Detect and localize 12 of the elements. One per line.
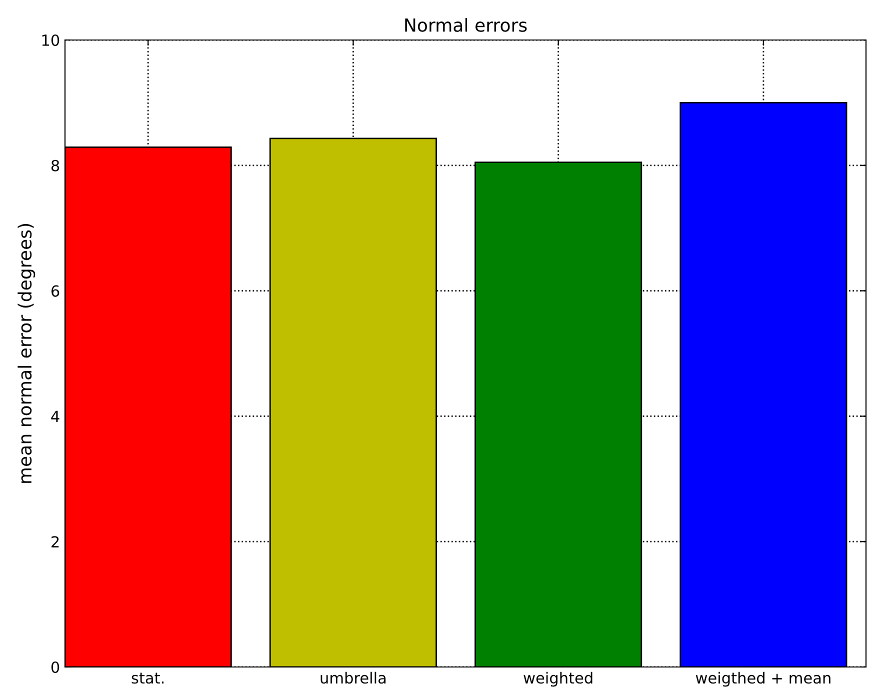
- y-tick-label: 2: [52, 536, 59, 548]
- x-tick-label: umbrella: [320, 672, 386, 684]
- y-tick-label: 4: [51, 410, 60, 422]
- y-tick-label: 8: [51, 160, 60, 172]
- y-tick-label: 10: [42, 34, 60, 46]
- y-tick-label: 0: [51, 661, 60, 674]
- chart-title: Normal errors: [405, 18, 527, 32]
- y-axis-title: mean normal error (degrees): [18, 224, 36, 483]
- x-tick-label: stat.: [132, 672, 164, 684]
- x-tick-label: weighted: [524, 672, 592, 687]
- y-tick-label: 6: [51, 285, 60, 297]
- x-tick-label: weigthed + mean: [696, 672, 830, 687]
